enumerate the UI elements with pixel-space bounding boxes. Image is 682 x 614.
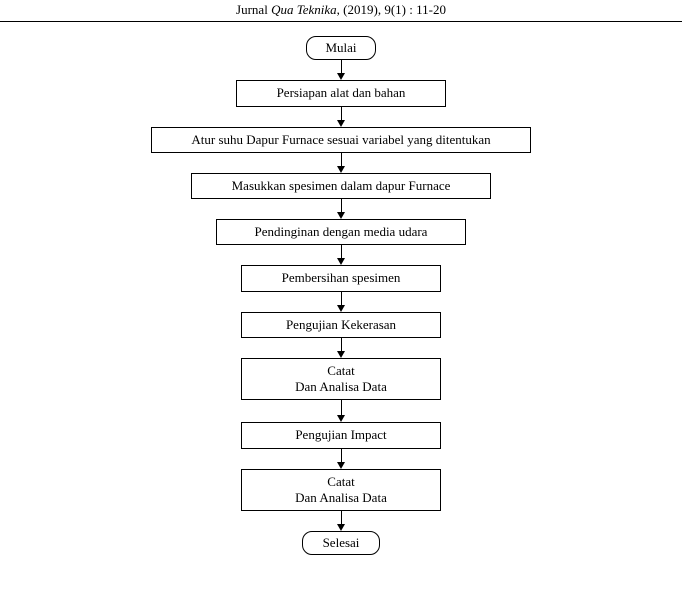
arrow-head-icon (337, 462, 345, 469)
flow-arrow (337, 511, 345, 531)
flow-node-text: Atur suhu Dapur Furnace sesuai variabel … (191, 132, 490, 148)
flow-node-text: Selesai (323, 535, 360, 551)
flow-arrow (337, 60, 345, 80)
flow-arrow (337, 338, 345, 358)
arrow-head-icon (337, 305, 345, 312)
arrow-line (341, 107, 342, 120)
arrow-line (341, 153, 342, 166)
flow-node-text: Pembersihan spesimen (282, 270, 401, 286)
arrow-line (341, 511, 342, 524)
flow-node-text: Dan Analisa Data (295, 379, 387, 395)
arrow-head-icon (337, 351, 345, 358)
flow-arrow (337, 107, 345, 127)
arrow-line (341, 338, 342, 351)
flow-node-n6: Pengujian Kekerasan (241, 312, 441, 338)
flow-node-text: Catat (327, 474, 354, 490)
arrow-head-icon (337, 258, 345, 265)
arrow-line (341, 60, 342, 73)
arrow-line (341, 245, 342, 258)
arrow-line (341, 199, 342, 212)
flow-arrow (337, 199, 345, 219)
flow-node-n7: CatatDan Analisa Data (241, 358, 441, 401)
header-prefix: Jurnal (236, 2, 271, 17)
flow-node-text: Pendinginan dengan media udara (255, 224, 428, 240)
flow-node-text: Persiapan alat dan bahan (277, 85, 406, 101)
flow-arrow (337, 245, 345, 265)
flowchart-container: Mulai Persiapan alat dan bahan Atur suhu D… (0, 36, 682, 555)
arrow-head-icon (337, 166, 345, 173)
header-suffix: , (2019), 9(1) : 11-20 (337, 2, 446, 17)
flow-node-text: Mulai (325, 40, 356, 56)
arrow-head-icon (337, 212, 345, 219)
flow-node-text: Pengujian Impact (295, 427, 386, 443)
page-header: Jurnal Qua Teknika, (2019), 9(1) : 11-20 (0, 0, 682, 22)
arrow-head-icon (337, 415, 345, 422)
flow-node-n8: Pengujian Impact (241, 422, 441, 448)
arrow-head-icon (337, 120, 345, 127)
flow-arrow (337, 400, 345, 422)
flow-node-n4: Pendinginan dengan media udara (216, 219, 466, 245)
arrow-head-icon (337, 524, 345, 531)
arrow-line (341, 400, 342, 415)
flow-node-n9: CatatDan Analisa Data (241, 469, 441, 512)
flow-node-n2: Atur suhu Dapur Furnace sesuai variabel … (151, 127, 531, 153)
flow-node-n10: Selesai (302, 531, 380, 555)
flow-arrow (337, 153, 345, 173)
flow-arrow (337, 292, 345, 312)
arrow-head-icon (337, 73, 345, 80)
flow-node-n5: Pembersihan spesimen (241, 265, 441, 291)
flow-arrow (337, 449, 345, 469)
flow-node-n0: Mulai (306, 36, 376, 60)
flow-node-text: Dan Analisa Data (295, 490, 387, 506)
flow-node-text: Pengujian Kekerasan (286, 317, 396, 333)
flow-node-text: Catat (327, 363, 354, 379)
flow-node-n1: Persiapan alat dan bahan (236, 80, 446, 106)
flow-node-text: Masukkan spesimen dalam dapur Furnace (232, 178, 451, 194)
arrow-line (341, 449, 342, 462)
flow-node-n3: Masukkan spesimen dalam dapur Furnace (191, 173, 491, 199)
header-italic: Qua Teknika (271, 2, 337, 17)
arrow-line (341, 292, 342, 305)
